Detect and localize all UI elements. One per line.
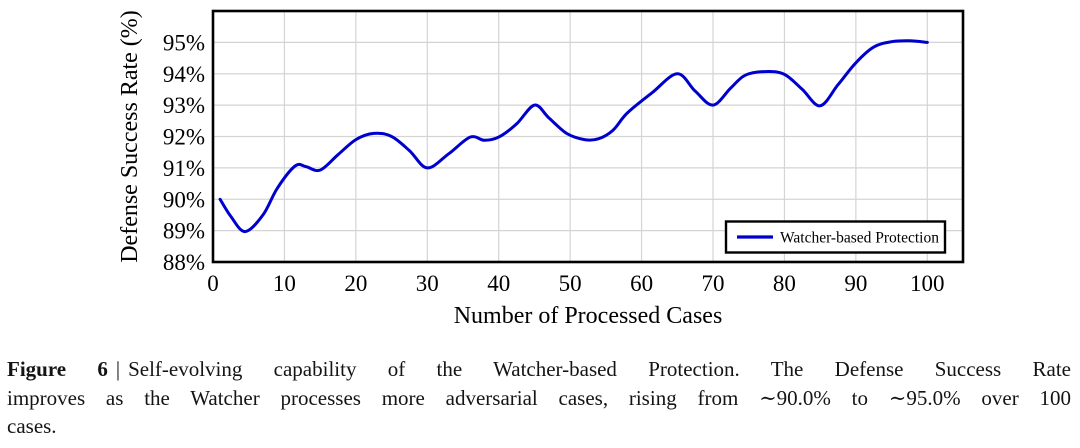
y-tick-label: 94% <box>163 62 205 87</box>
x-tick-label: 10 <box>273 271 296 296</box>
x-tick-label: 70 <box>702 271 725 296</box>
plot-border <box>211 9 965 264</box>
y-tick-label: 90% <box>163 187 205 212</box>
x-tick-label: 40 <box>487 271 510 296</box>
y-tick-label: 93% <box>163 93 205 118</box>
x-tick-label: 0 <box>207 271 219 296</box>
series-line <box>218 39 929 234</box>
x-tick-label: 20 <box>344 271 367 296</box>
caption-line-1: Figure 6 | Self-evolving capability of the… <box>7 355 1071 384</box>
y-tick-label: 92% <box>163 125 205 150</box>
x-tick-label: 60 <box>630 271 653 296</box>
caption-line-2: improves as the Watcher processes more a… <box>7 385 1071 410</box>
x-tick-label: 50 <box>559 271 582 296</box>
x-tick-label: 100 <box>910 271 945 296</box>
x-tick-label: 80 <box>773 271 796 296</box>
x-tick-label: 90 <box>844 271 867 296</box>
line-chart: 0 10 20 30 40 50 60 70 80 90 100 88% 89% 90% 91% 92% 93%… <box>117 9 965 329</box>
y-tick-label: 89% <box>163 219 205 244</box>
y-axis-label: Defense Success Rate (%) <box>117 10 143 263</box>
caption-line1-text: Self-evolving capability of the Watcher-… <box>128 357 1072 381</box>
x-tick-label: 30 <box>416 271 439 296</box>
caption-figure-label: Figure 6 <box>7 357 108 381</box>
legend-label: Watcher-based Protection <box>780 230 939 247</box>
caption-separator: | <box>115 357 121 381</box>
figure-caption: Figure 6 | Self-evolving capability of the… <box>7 355 1071 441</box>
x-axis-label: Number of Processed Cases <box>454 303 723 329</box>
y-tick-label: 91% <box>163 156 205 181</box>
caption-line-3: cases. <box>7 414 57 438</box>
legend-box <box>724 220 947 254</box>
y-tick-label: 88% <box>163 250 205 275</box>
y-tick-label: 95% <box>163 30 205 55</box>
